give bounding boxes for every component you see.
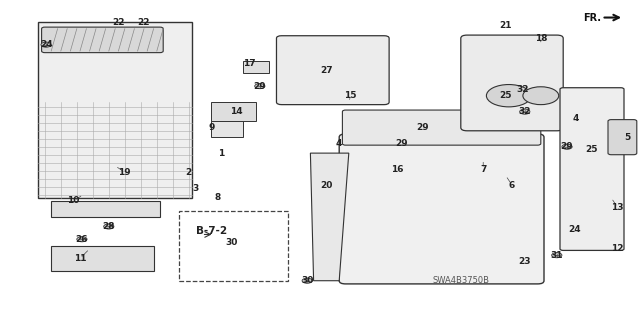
Text: 6: 6	[509, 181, 515, 189]
Text: 5: 5	[624, 133, 630, 142]
Text: 23: 23	[518, 257, 531, 266]
Bar	[179, 211, 288, 281]
Polygon shape	[51, 246, 154, 271]
Circle shape	[562, 144, 572, 149]
Text: 3: 3	[192, 184, 198, 193]
Text: 17: 17	[243, 59, 256, 68]
Text: 29: 29	[561, 142, 573, 151]
Text: 1: 1	[218, 149, 224, 158]
Text: 9: 9	[208, 123, 214, 132]
Text: 22: 22	[138, 18, 150, 27]
Text: 30: 30	[225, 238, 238, 247]
Circle shape	[552, 253, 562, 258]
Text: B-7-2: B-7-2	[196, 226, 227, 236]
Text: 32: 32	[518, 107, 531, 116]
Circle shape	[104, 224, 114, 229]
Text: 25: 25	[499, 91, 512, 100]
Text: 2: 2	[186, 168, 192, 177]
Text: 16: 16	[390, 165, 403, 174]
Text: 29: 29	[253, 82, 266, 91]
Text: 19: 19	[118, 168, 131, 177]
Circle shape	[520, 109, 530, 114]
FancyBboxPatch shape	[461, 35, 563, 131]
Polygon shape	[310, 153, 349, 281]
Text: FR.: FR.	[584, 12, 602, 23]
Text: 24: 24	[40, 40, 52, 49]
Text: 18: 18	[534, 34, 547, 43]
Text: 24: 24	[568, 225, 581, 234]
Bar	[243, 61, 269, 73]
Text: 30: 30	[301, 276, 314, 285]
Bar	[38, 22, 192, 198]
FancyBboxPatch shape	[342, 110, 541, 145]
Circle shape	[523, 87, 559, 105]
Circle shape	[77, 237, 87, 242]
Text: 25: 25	[586, 145, 598, 154]
FancyBboxPatch shape	[276, 36, 389, 105]
Text: 14: 14	[230, 107, 243, 116]
Text: 28: 28	[102, 222, 115, 231]
Circle shape	[486, 85, 531, 107]
Text: 29: 29	[396, 139, 408, 148]
Text: 32: 32	[516, 85, 529, 94]
Text: 4: 4	[336, 139, 342, 148]
Text: 27: 27	[320, 66, 333, 75]
Text: 11: 11	[74, 254, 86, 263]
Text: 4: 4	[573, 114, 579, 122]
Circle shape	[255, 84, 265, 89]
Circle shape	[302, 278, 312, 283]
Text: 12: 12	[611, 244, 624, 253]
Polygon shape	[51, 201, 160, 217]
Bar	[211, 102, 256, 121]
Text: SWA4B3750B: SWA4B3750B	[432, 276, 490, 285]
Text: 26: 26	[76, 235, 88, 244]
FancyBboxPatch shape	[339, 134, 544, 284]
Text: 10: 10	[67, 197, 80, 205]
FancyBboxPatch shape	[42, 27, 163, 53]
Text: 31: 31	[550, 251, 563, 260]
FancyBboxPatch shape	[608, 120, 637, 155]
Text: 20: 20	[320, 181, 333, 189]
Text: 15: 15	[344, 91, 357, 100]
Bar	[211, 121, 243, 137]
Text: 8: 8	[214, 193, 221, 202]
Text: 22: 22	[112, 18, 125, 27]
Circle shape	[41, 42, 51, 47]
FancyBboxPatch shape	[560, 88, 624, 250]
Text: 29: 29	[416, 123, 429, 132]
Text: 13: 13	[611, 203, 624, 212]
Text: 21: 21	[499, 21, 512, 30]
Text: 7: 7	[480, 165, 486, 174]
